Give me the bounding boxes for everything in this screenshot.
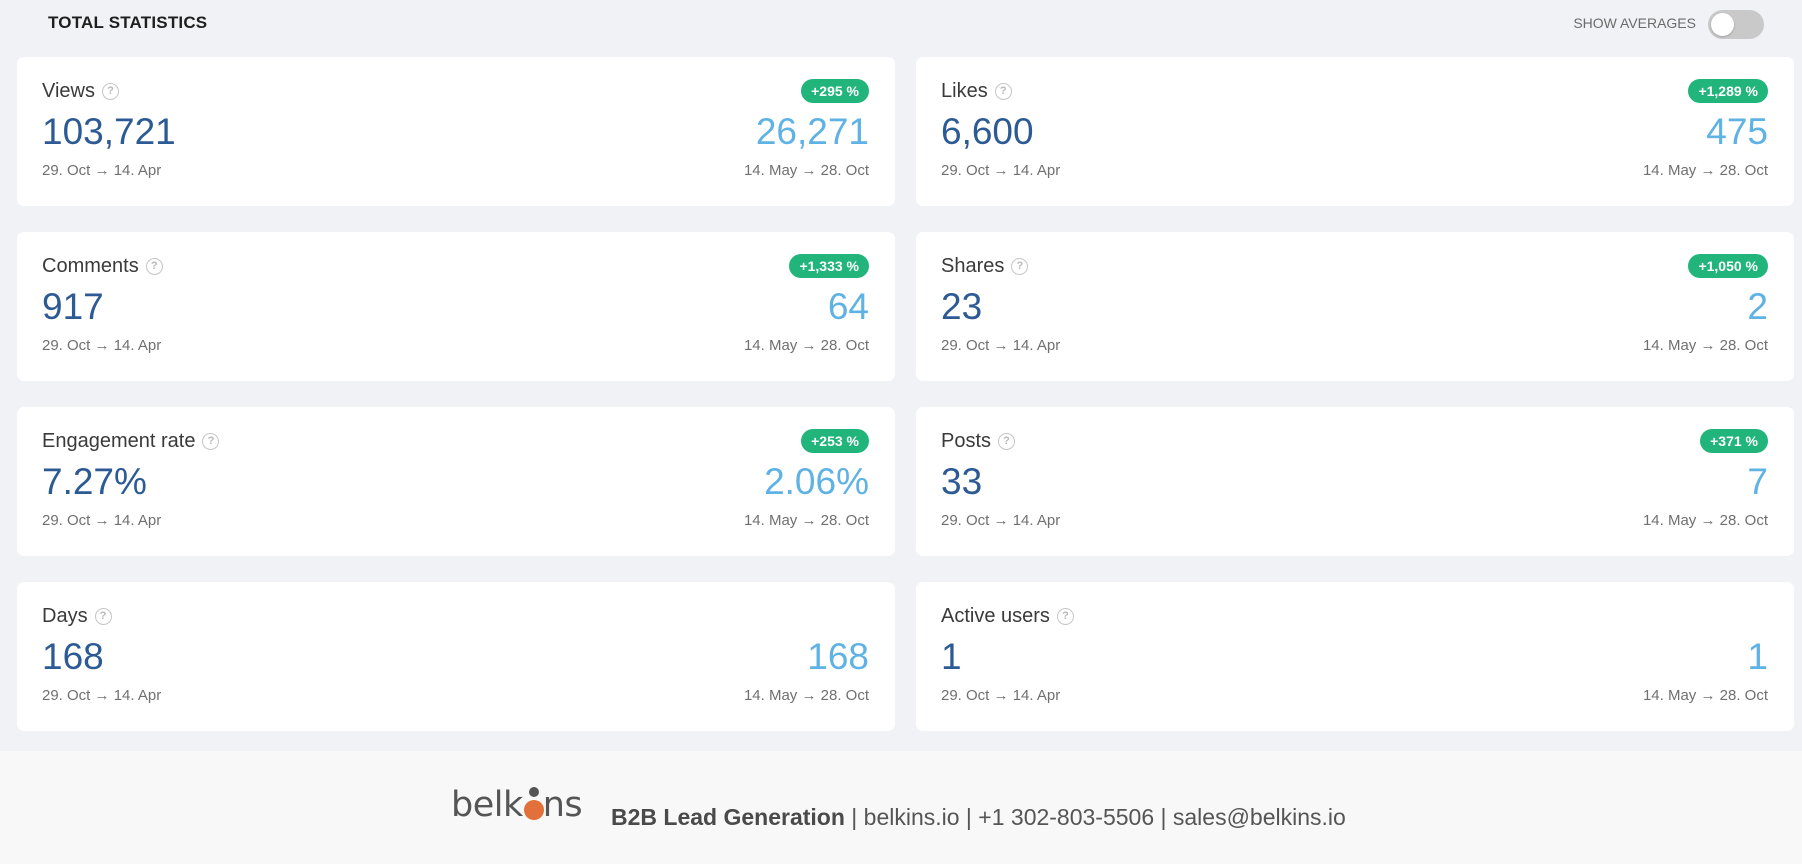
- current-range: 29. Oct → 14. Apr: [42, 687, 162, 704]
- current-value: 917: [42, 286, 104, 327]
- change-badge: +1,050 %: [1688, 254, 1768, 278]
- help-icon[interactable]: ?: [145, 258, 163, 275]
- change-badge: +295 %: [801, 79, 869, 103]
- help-icon[interactable]: ?: [94, 608, 112, 625]
- stat-label-text: Active users: [941, 605, 1050, 627]
- current-range: 29. Oct → 14. Apr: [42, 512, 162, 529]
- stats-grid: Views? +295 % 103,721 26,271 29. Oct → 1…: [17, 57, 1794, 731]
- previous-value: 26,271: [755, 111, 869, 152]
- previous-range: 14. May → 28. Oct: [1642, 687, 1768, 704]
- stat-label: Engagement rate?: [42, 430, 220, 453]
- change-badge: +1,289 %: [1688, 79, 1768, 103]
- change-badge: +371 %: [1700, 429, 1768, 453]
- footer: belk ns B2B Lead Generation | belkins.io…: [0, 751, 1802, 864]
- stat-label: Views?: [42, 80, 119, 103]
- tagline-bold: B2B Lead Generation: [611, 804, 845, 830]
- current-value: 7.27%: [42, 461, 147, 502]
- help-icon[interactable]: ?: [998, 433, 1016, 450]
- show-averages-label: SHOW AVERAGES: [1573, 15, 1696, 31]
- stat-card-active-users: Active users? 1 1 29. Oct → 14. Apr 14. …: [916, 582, 1794, 731]
- current-value: 6,600: [941, 111, 1034, 152]
- belkins-logo[interactable]: belk ns: [451, 785, 583, 825]
- stat-label: Shares?: [941, 255, 1029, 278]
- stat-label: Comments?: [42, 255, 163, 278]
- stat-label: Active users?: [941, 605, 1074, 628]
- current-range: 29. Oct → 14. Apr: [941, 687, 1061, 704]
- person-icon: [523, 785, 544, 825]
- current-value: 23: [941, 286, 983, 327]
- current-value: 103,721: [42, 111, 176, 152]
- current-range: 29. Oct → 14. Apr: [941, 337, 1061, 354]
- stat-label-text: Shares: [941, 255, 1005, 277]
- stat-card-likes: Likes? +1,289 % 6,600 475 29. Oct → 14. …: [916, 57, 1794, 206]
- previous-value: 475: [1706, 111, 1768, 152]
- logo-text-right: ns: [542, 785, 583, 825]
- stat-label: Posts?: [941, 430, 1016, 453]
- stat-card-views: Views? +295 % 103,721 26,271 29. Oct → 1…: [17, 57, 895, 206]
- previous-value: 64: [827, 286, 869, 327]
- stat-card-shares: Shares? +1,050 % 23 2 29. Oct → 14. Apr …: [916, 232, 1794, 381]
- previous-value: 1: [1747, 636, 1768, 677]
- stat-label: Days?: [42, 605, 112, 628]
- change-badge: +253 %: [801, 429, 869, 453]
- previous-value: 168: [807, 636, 869, 677]
- help-icon[interactable]: ?: [102, 83, 119, 100]
- current-value: 33: [941, 461, 983, 502]
- stat-label-text: Engagement rate: [42, 430, 196, 452]
- stat-label-text: Likes: [941, 80, 988, 102]
- statistics-header: TOTAL STATISTICS SHOW AVERAGES: [0, 0, 1802, 48]
- previous-range: 14. May → 28. Oct: [743, 512, 869, 529]
- stat-label-text: Comments: [42, 255, 139, 277]
- stat-card-comments: Comments? +1,333 % 917 64 29. Oct → 14. …: [17, 232, 895, 381]
- previous-range: 14. May → 28. Oct: [743, 687, 869, 704]
- stat-label-text: Views: [42, 80, 95, 102]
- current-value: 168: [42, 636, 104, 677]
- stat-label: Likes?: [941, 80, 1012, 103]
- help-icon[interactable]: ?: [1011, 258, 1029, 275]
- stat-card-days: Days? 168 168 29. Oct → 14. Apr 14. May …: [17, 582, 895, 731]
- current-range: 29. Oct → 14. Apr: [42, 337, 162, 354]
- tagline-contacts[interactable]: | belkins.io | +1 302-803-5506 | sales@b…: [851, 804, 1346, 830]
- stat-card-engagement-rate: Engagement rate? +253 % 7.27% 2.06% 29. …: [17, 407, 895, 556]
- help-icon[interactable]: ?: [1056, 608, 1074, 625]
- stat-label-text: Posts: [941, 430, 992, 452]
- stat-card-posts: Posts? +371 % 33 7 29. Oct → 14. Apr 14.…: [916, 407, 1794, 556]
- previous-range: 14. May → 28. Oct: [743, 162, 869, 179]
- previous-value: 2: [1747, 286, 1768, 327]
- change-badge: +1,333 %: [789, 254, 869, 278]
- toggle-knob[interactable]: [1711, 13, 1734, 36]
- previous-range: 14. May → 28. Oct: [1642, 162, 1768, 179]
- previous-range: 14. May → 28. Oct: [1642, 337, 1768, 354]
- current-range: 29. Oct → 14. Apr: [941, 512, 1061, 529]
- current-range: 29. Oct → 14. Apr: [941, 162, 1061, 179]
- show-averages-toggle[interactable]: [1708, 10, 1764, 39]
- previous-range: 14. May → 28. Oct: [1642, 512, 1768, 529]
- previous-value: 7: [1747, 461, 1768, 502]
- help-icon[interactable]: ?: [202, 433, 220, 450]
- previous-range: 14. May → 28. Oct: [743, 337, 869, 354]
- help-icon[interactable]: ?: [994, 83, 1012, 100]
- page-title: TOTAL STATISTICS: [48, 13, 208, 32]
- stat-label-text: Days: [42, 605, 88, 627]
- logo-text-left: belk: [451, 785, 523, 825]
- current-value: 1: [941, 636, 962, 677]
- current-range: 29. Oct → 14. Apr: [42, 162, 162, 179]
- footer-tagline: B2B Lead Generation | belkins.io | +1 30…: [611, 804, 1346, 831]
- previous-value: 2.06%: [764, 461, 869, 502]
